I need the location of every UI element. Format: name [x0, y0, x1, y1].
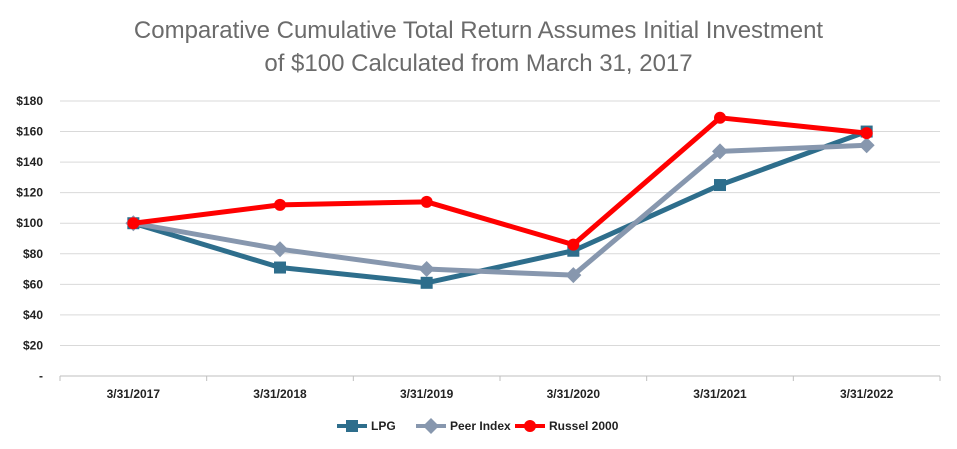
y-tick-label: -	[39, 369, 43, 383]
x-tick-label: 3/31/2022	[840, 387, 894, 401]
x-tick-label: 3/31/2020	[547, 387, 601, 401]
data-point-russel-2000	[567, 238, 580, 251]
series-line-russel-2000	[133, 115, 867, 248]
y-tick-label: $60	[23, 277, 43, 291]
legend-marker-russel-2000	[524, 420, 536, 432]
data-point-russel-2000	[274, 198, 286, 211]
y-tick-label: $20	[23, 338, 43, 352]
y-tick-label: $180	[16, 94, 43, 108]
data-point-lpg	[420, 276, 433, 289]
x-tick-label: 3/31/2017	[107, 387, 161, 401]
y-tick-label: $100	[16, 216, 43, 230]
y-tick-label: $120	[16, 186, 43, 200]
data-point-russel-2000	[714, 111, 726, 124]
y-tick-label: $40	[23, 308, 43, 322]
chart-title-line-2: of $100 Calculated from March 31, 2017	[264, 50, 693, 77]
y-tick-label: $140	[16, 155, 43, 169]
y-tick-label: $80	[23, 247, 43, 261]
chart-title-line-1: Comparative Cumulative Total Return Assu…	[133, 17, 824, 44]
legend-marker-peer-index	[423, 418, 439, 434]
y-tick-label: $160	[16, 125, 43, 139]
x-tick-label: 3/31/2018	[253, 387, 307, 401]
x-tick-label: 3/31/2019	[400, 387, 454, 401]
data-point-peer-index	[565, 267, 582, 284]
data-point-lpg	[274, 261, 286, 274]
data-point-peer-index	[858, 137, 875, 154]
x-tick-label: 3/31/2021	[693, 387, 747, 401]
series-line-peer-index	[132, 142, 867, 278]
data-point-lpg	[714, 179, 726, 192]
legend-label-lpg: LPG	[371, 419, 396, 433]
data-point-peer-index	[272, 241, 288, 258]
data-point-russel-2000	[420, 195, 433, 208]
chart-title: Comparative Cumulative Total Return Assu…	[0, 14, 957, 80]
legend-label-peer-index: Peer Index	[450, 419, 511, 433]
data-point-peer-index	[418, 261, 435, 278]
data-point-russel-2000	[860, 127, 873, 140]
data-point-peer-index	[712, 143, 728, 160]
legend-label-russel-2000: Russel 2000	[549, 419, 619, 433]
series-line-lpg	[132, 129, 868, 286]
legend-marker-lpg	[346, 420, 358, 432]
data-point-russel-2000	[127, 217, 140, 230]
